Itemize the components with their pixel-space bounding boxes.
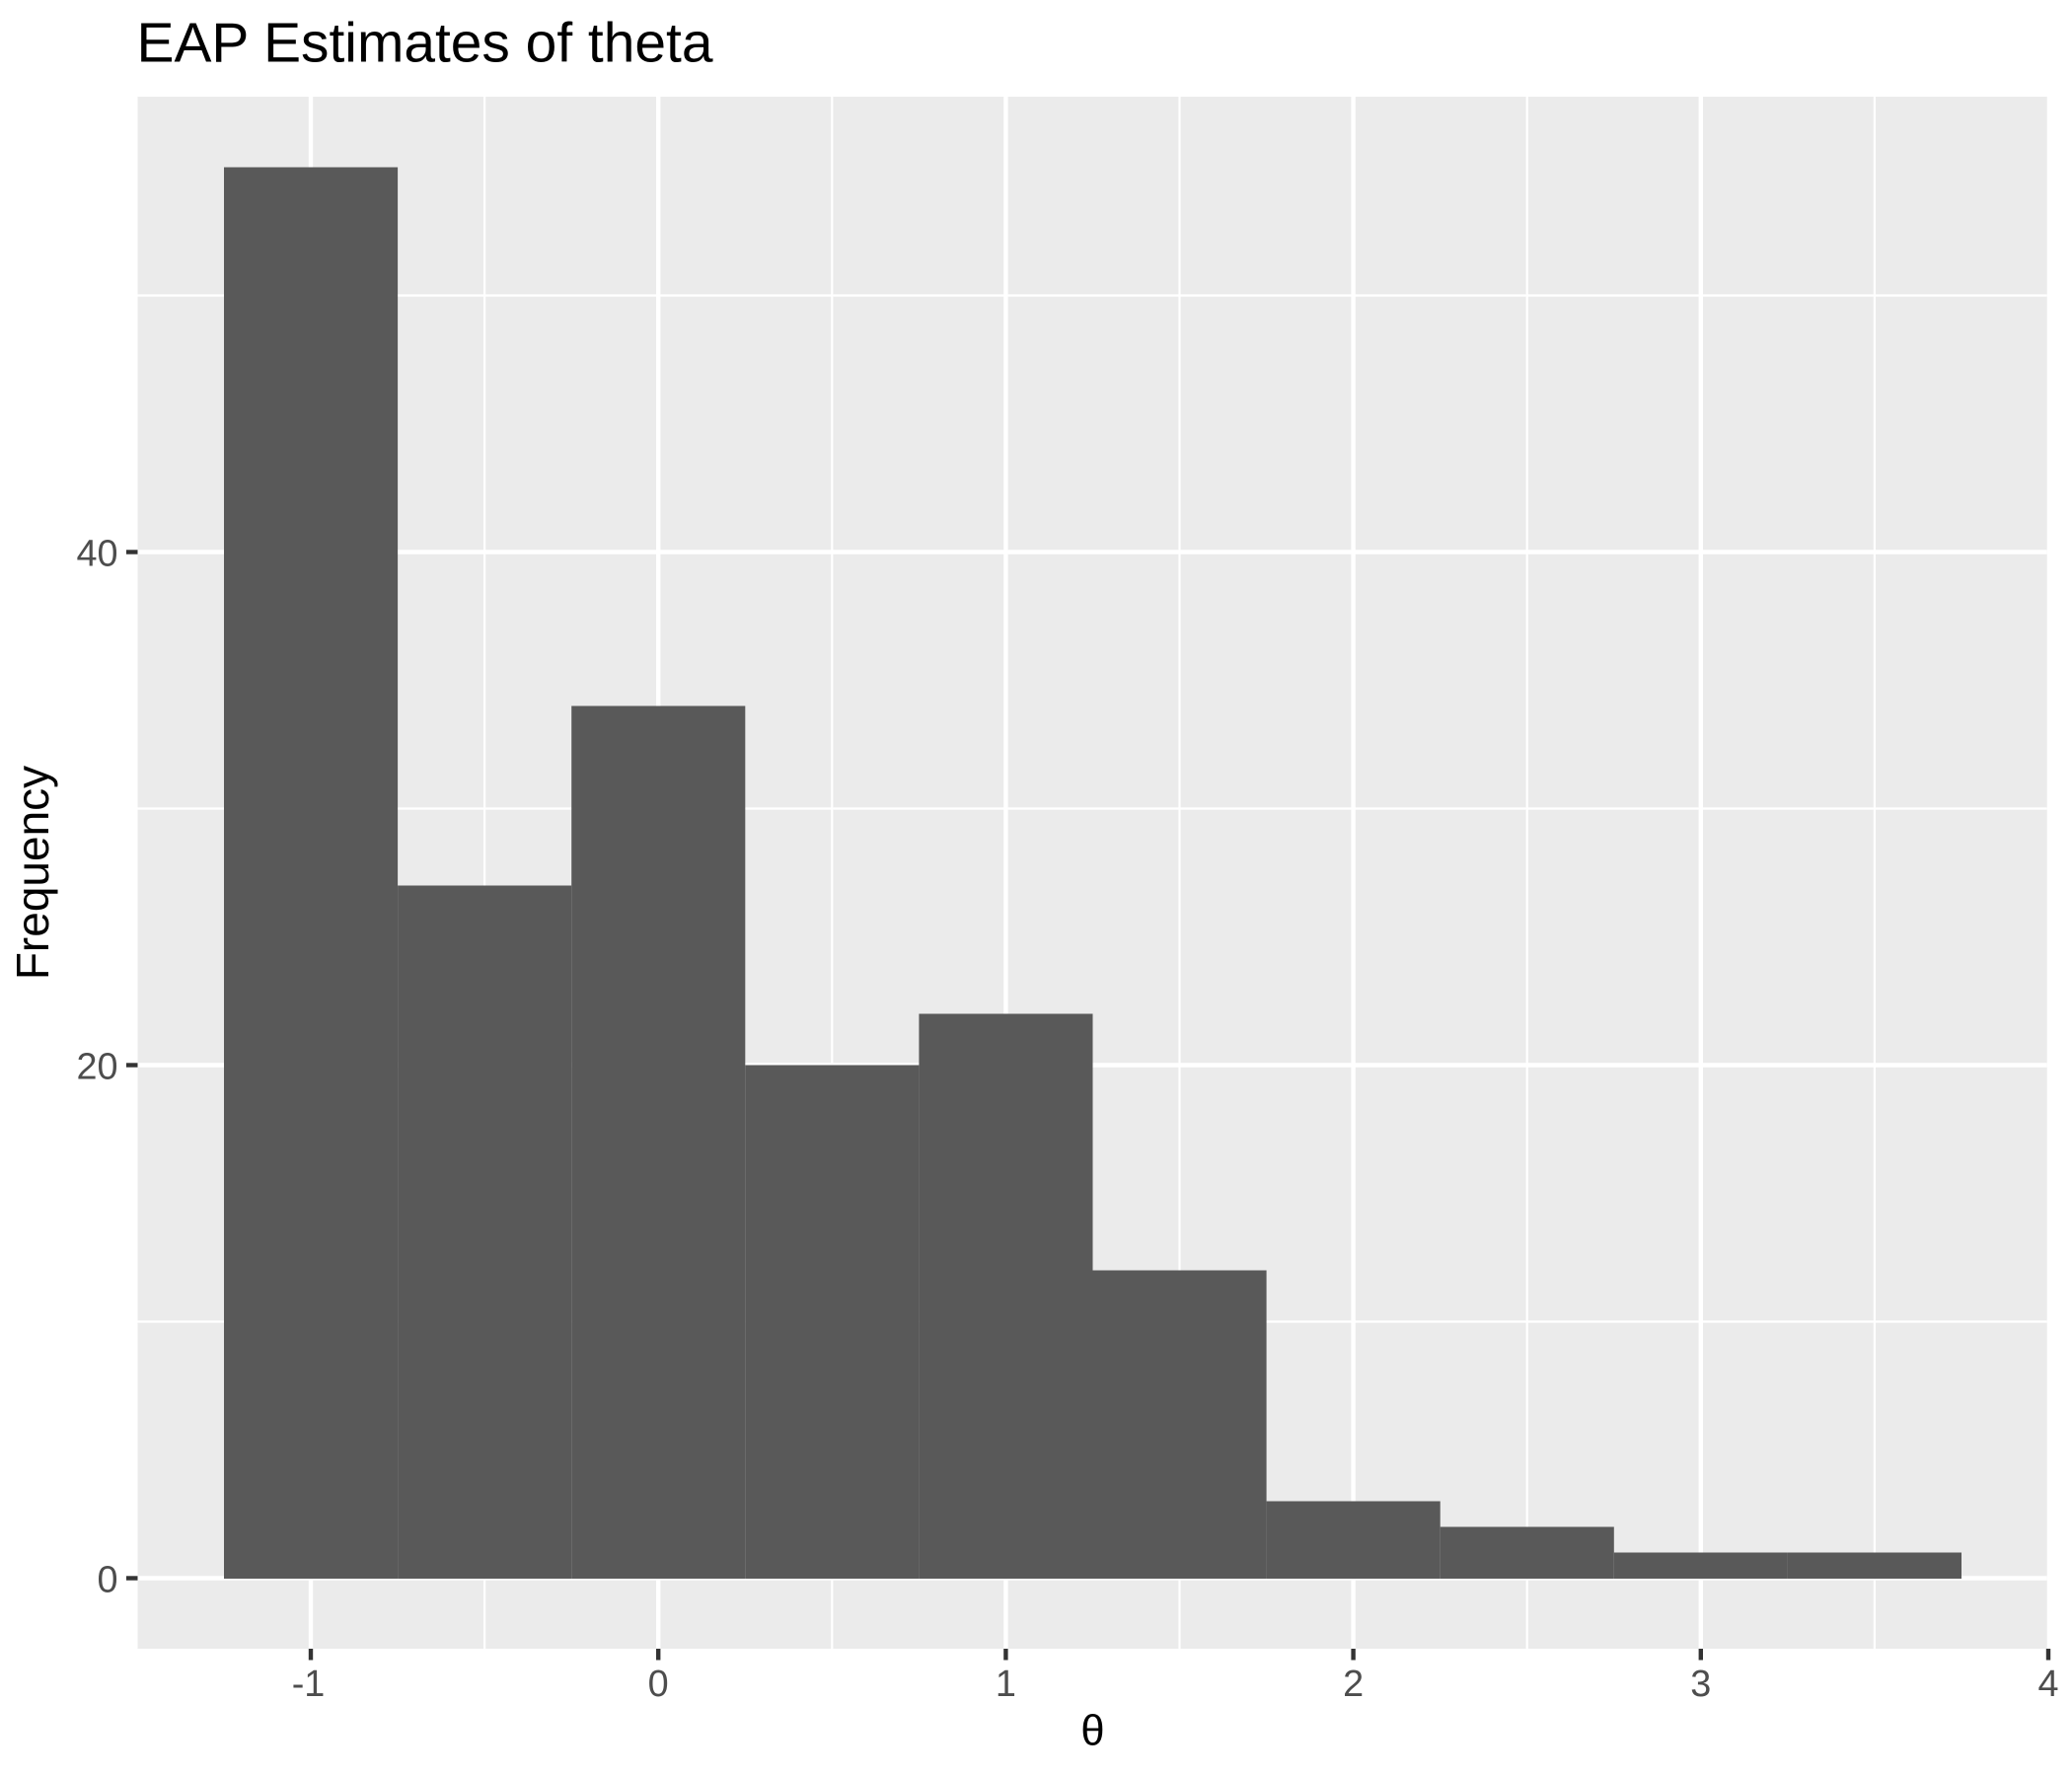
- svg-text:4: 4: [2037, 1664, 2058, 1705]
- svg-text:EAP Estimates of theta: EAP Estimates of theta: [137, 12, 713, 75]
- svg-text:2: 2: [1343, 1664, 1364, 1705]
- svg-text:40: 40: [76, 534, 117, 575]
- svg-text:20: 20: [76, 1047, 117, 1088]
- svg-text:0: 0: [648, 1664, 669, 1705]
- svg-text:3: 3: [1690, 1664, 1711, 1705]
- svg-text:1: 1: [996, 1664, 1016, 1705]
- svg-text:0: 0: [97, 1560, 117, 1601]
- svg-text:-1: -1: [292, 1664, 326, 1705]
- svg-text:Frequency: Frequency: [7, 766, 58, 980]
- svg-text:θ: θ: [1080, 1708, 1104, 1755]
